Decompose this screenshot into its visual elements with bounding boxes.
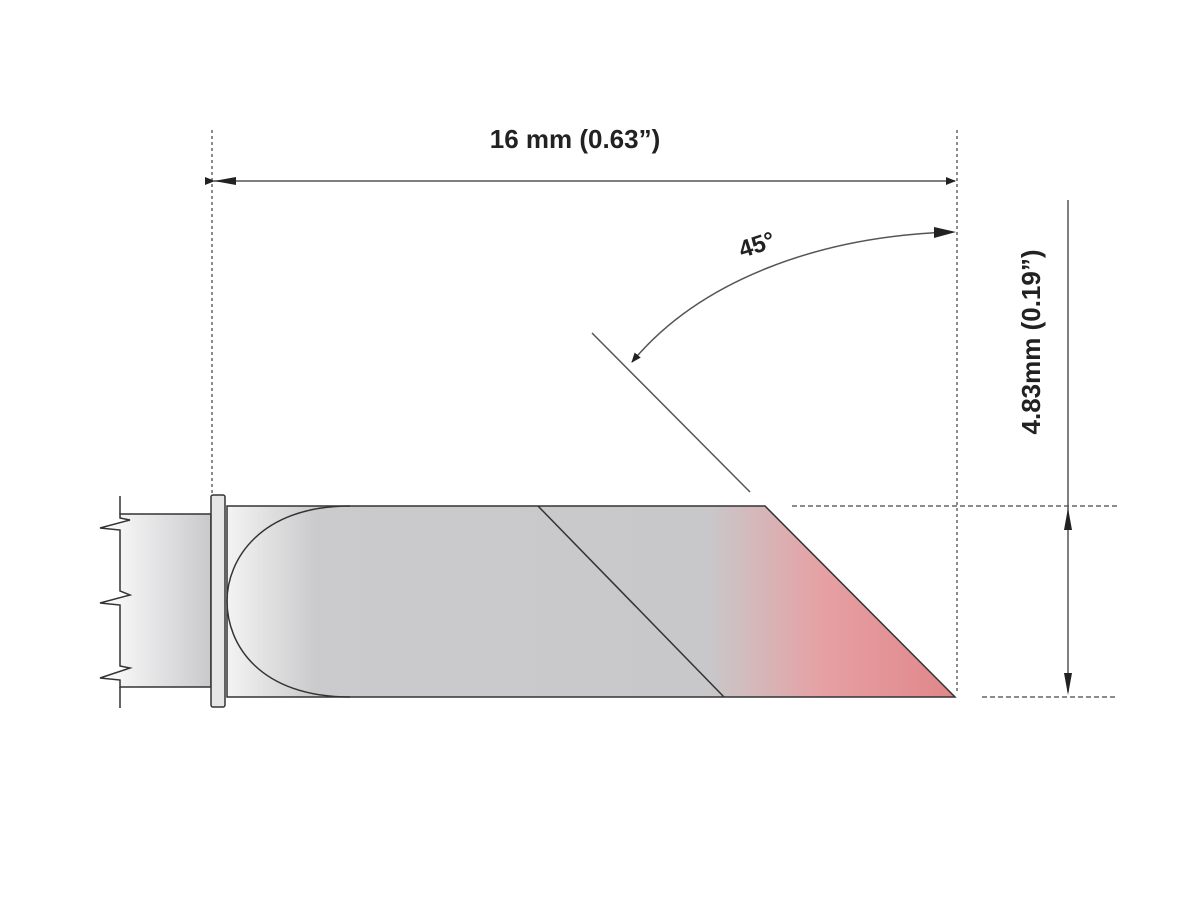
- angle-label: 45°: [736, 227, 779, 264]
- collar: [210, 494, 226, 708]
- tip-curve: [226, 505, 351, 698]
- tip-diagonal-line: [537, 505, 725, 698]
- angle-arc: [631, 231, 953, 363]
- height-label: 4.83mm (0.19”): [1016, 250, 1046, 435]
- length-arrow-left: [214, 177, 236, 185]
- height-arrow-top: [1064, 508, 1072, 530]
- height-arrow-bottom: [1064, 673, 1072, 695]
- angle-arrow-right: [934, 227, 956, 238]
- length-label: 16 mm (0.63”): [490, 124, 661, 154]
- shank: [99, 513, 212, 688]
- tip-body: [226, 505, 957, 698]
- angle-reference-line: [591, 332, 751, 493]
